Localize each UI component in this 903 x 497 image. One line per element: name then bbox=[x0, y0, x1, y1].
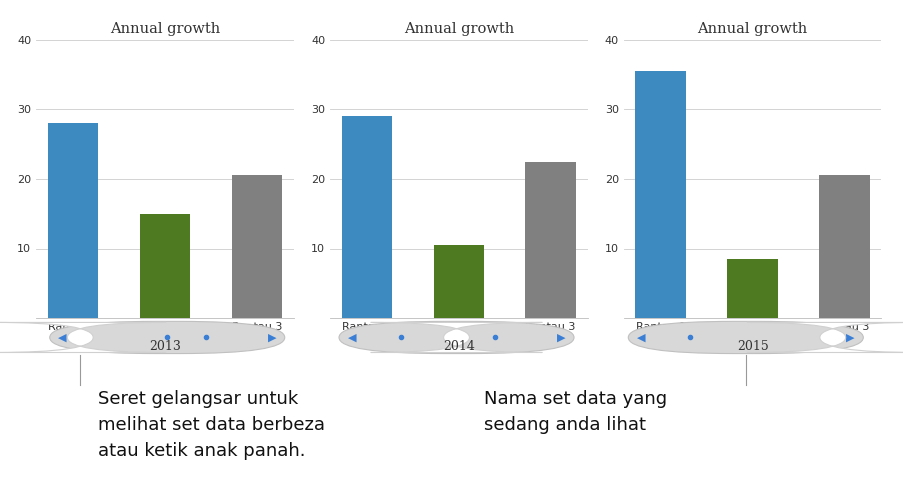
Bar bbox=[140, 214, 190, 318]
Bar bbox=[48, 123, 98, 318]
Text: ▶: ▶ bbox=[556, 332, 564, 342]
Text: 2014: 2014 bbox=[442, 340, 474, 353]
Text: 2013: 2013 bbox=[149, 340, 181, 353]
Title: Annual growth: Annual growth bbox=[404, 22, 513, 36]
Bar bbox=[818, 175, 869, 318]
FancyBboxPatch shape bbox=[339, 322, 573, 353]
FancyBboxPatch shape bbox=[370, 323, 542, 352]
Bar bbox=[727, 259, 777, 318]
Bar bbox=[341, 116, 392, 318]
Text: ◀: ◀ bbox=[637, 332, 645, 342]
Bar bbox=[231, 175, 282, 318]
FancyBboxPatch shape bbox=[746, 323, 903, 352]
FancyBboxPatch shape bbox=[628, 322, 862, 353]
Text: 2015: 2015 bbox=[736, 340, 768, 353]
FancyBboxPatch shape bbox=[50, 322, 284, 353]
Bar bbox=[433, 245, 483, 318]
Title: Annual growth: Annual growth bbox=[110, 22, 219, 36]
Text: ▶: ▶ bbox=[267, 332, 275, 342]
FancyBboxPatch shape bbox=[0, 323, 166, 352]
Bar bbox=[525, 162, 575, 318]
Text: Nama set data yang
sedang anda lihat: Nama set data yang sedang anda lihat bbox=[483, 390, 666, 434]
Text: ◀: ◀ bbox=[59, 332, 67, 342]
Bar bbox=[635, 71, 685, 318]
Text: Seret gelangsar untuk
melihat set data berbeza
atau ketik anak panah.: Seret gelangsar untuk melihat set data b… bbox=[98, 390, 324, 460]
Text: ◀: ◀ bbox=[348, 332, 356, 342]
Text: ▶: ▶ bbox=[845, 332, 853, 342]
Title: Annual growth: Annual growth bbox=[697, 22, 806, 36]
